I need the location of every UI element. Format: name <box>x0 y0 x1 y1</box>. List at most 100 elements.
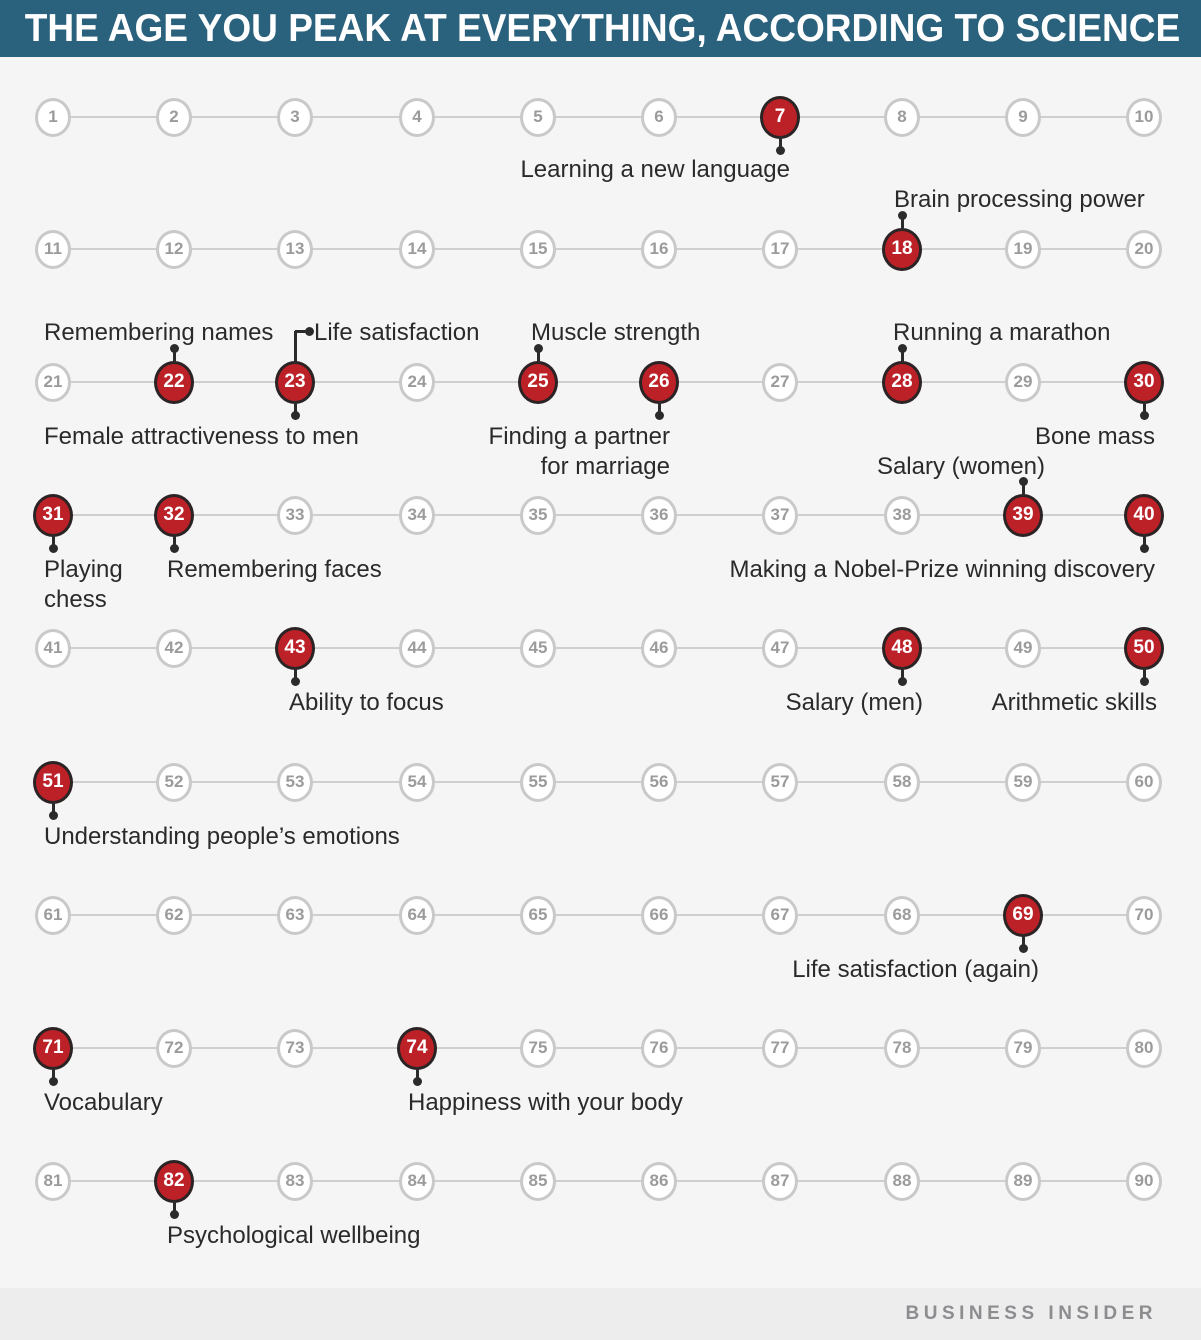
peak-label-age-71: Vocabulary <box>44 1088 163 1118</box>
peak-connector-dot <box>897 211 907 220</box>
age-circle-77: 77 <box>762 1028 798 1068</box>
peak-label-age-50: Arithmetic skills <box>992 688 1157 718</box>
age-circle-49: 49 <box>1005 628 1041 668</box>
age-circle-18: 18 <box>882 227 922 271</box>
peak-label-age-69: Life satisfaction (again) <box>792 955 1039 985</box>
age-circle-75: 75 <box>520 1028 556 1068</box>
age-circle-76: 76 <box>641 1028 677 1068</box>
peak-connector-stem <box>172 350 176 363</box>
peak-label-line: Female attractiveness to men <box>44 423 359 450</box>
age-circle-32: 32 <box>154 493 194 537</box>
peak-label-age-7: Learning a new language <box>520 155 790 185</box>
age-circle-13: 13 <box>277 229 313 269</box>
age-circle-88: 88 <box>884 1161 920 1201</box>
peak-connector-stem <box>900 667 904 680</box>
peak-connector-dot <box>290 411 300 420</box>
age-circle-14: 14 <box>399 229 435 269</box>
age-track <box>53 914 1144 916</box>
peak-connector-dot <box>654 411 664 420</box>
peak-connector-stem <box>900 350 904 363</box>
peak-connector-stem <box>900 217 904 230</box>
peak-label-age-31: Playing chess <box>44 555 123 615</box>
peak-connector-dot <box>169 544 179 553</box>
age-circle-23: 23 <box>275 360 315 404</box>
age-circle-65: 65 <box>520 895 556 935</box>
peak-connector-dot <box>897 344 907 353</box>
peak-label-age-51: Understanding people’s emotions <box>44 822 400 852</box>
peak-label-age-43: Ability to focus <box>289 688 444 718</box>
peak-connector-dot <box>533 344 543 353</box>
peak-label-line: Finding a partner <box>488 423 670 450</box>
age-circle-19: 19 <box>1005 229 1041 269</box>
peak-connector-stem <box>172 1200 176 1213</box>
age-circle-60: 60 <box>1126 762 1162 802</box>
age-circle-79: 79 <box>1005 1028 1041 1068</box>
title-bar: THE AGE YOU PEAK AT EVERYTHING, ACCORDIN… <box>0 0 1201 57</box>
age-circle-43: 43 <box>275 626 315 670</box>
age-track <box>53 514 1144 516</box>
age-circle-4: 4 <box>399 97 435 137</box>
peak-label-age-26: Finding a partner for marriage <box>489 422 670 482</box>
age-circle-89: 89 <box>1005 1161 1041 1201</box>
age-circle-50: 50 <box>1124 626 1164 670</box>
age-circle-70: 70 <box>1126 895 1162 935</box>
peak-connector-dot <box>48 811 58 820</box>
peak-connector-dot <box>897 677 907 686</box>
age-track <box>53 381 1144 383</box>
peak-label-line: Playing <box>44 556 123 583</box>
brand-bar: BUSINESS INSIDER <box>0 1288 1201 1340</box>
age-circle-29: 29 <box>1005 362 1041 402</box>
peak-connector-stem <box>1021 934 1025 947</box>
peak-label-line: Happiness with your body <box>408 1089 683 1116</box>
peak-label-line: Remembering faces <box>167 556 382 583</box>
age-circle-63: 63 <box>277 895 313 935</box>
peak-label-age-18: Brain processing power <box>894 185 1145 215</box>
peak-label-age-23: Female attractiveness to men <box>44 422 359 452</box>
age-circle-67: 67 <box>762 895 798 935</box>
age-circle-47: 47 <box>762 628 798 668</box>
age-circle-85: 85 <box>520 1161 556 1201</box>
age-circle-39: 39 <box>1003 493 1043 537</box>
peak-connector-dot <box>48 544 58 553</box>
peak-connector-dot <box>1139 677 1149 686</box>
peak-label-age-39: Salary (women) <box>877 452 1045 482</box>
age-track <box>53 116 1144 118</box>
age-circle-31: 31 <box>33 493 73 537</box>
peak-connector-stem <box>51 801 55 814</box>
peak-label-age-23: Life satisfaction <box>314 318 479 348</box>
age-circle-12: 12 <box>156 229 192 269</box>
peak-label-line: Ability to focus <box>289 689 444 716</box>
peak-connector-stem <box>172 534 176 547</box>
peak-connector-stem <box>1021 483 1025 496</box>
age-circle-35: 35 <box>520 495 556 535</box>
peak-connector-stem <box>1142 401 1146 414</box>
peak-connector-dot <box>412 1077 422 1086</box>
age-track <box>53 781 1144 783</box>
peak-label-age-48: Salary (men) <box>786 688 923 718</box>
age-circle-27: 27 <box>762 362 798 402</box>
page-title: THE AGE YOU PEAK AT EVERYTHING, ACCORDIN… <box>24 7 1181 50</box>
age-circle-52: 52 <box>156 762 192 802</box>
age-circle-74: 74 <box>397 1026 437 1070</box>
age-circle-16: 16 <box>641 229 677 269</box>
age-circle-71: 71 <box>33 1026 73 1070</box>
age-circle-2: 2 <box>156 97 192 137</box>
age-circle-59: 59 <box>1005 762 1041 802</box>
age-circle-17: 17 <box>762 229 798 269</box>
age-circle-22: 22 <box>154 360 194 404</box>
peak-connector-stem <box>657 401 661 414</box>
age-circle-8: 8 <box>884 97 920 137</box>
age-circle-83: 83 <box>277 1161 313 1201</box>
peak-label-age-25: Muscle strength <box>531 318 700 348</box>
peak-connector-dot <box>1018 944 1028 953</box>
age-circle-42: 42 <box>156 628 192 668</box>
age-circle-36: 36 <box>641 495 677 535</box>
age-circle-62: 62 <box>156 895 192 935</box>
age-circle-90: 90 <box>1126 1161 1162 1201</box>
peak-label-line: Remembering names <box>44 319 274 346</box>
